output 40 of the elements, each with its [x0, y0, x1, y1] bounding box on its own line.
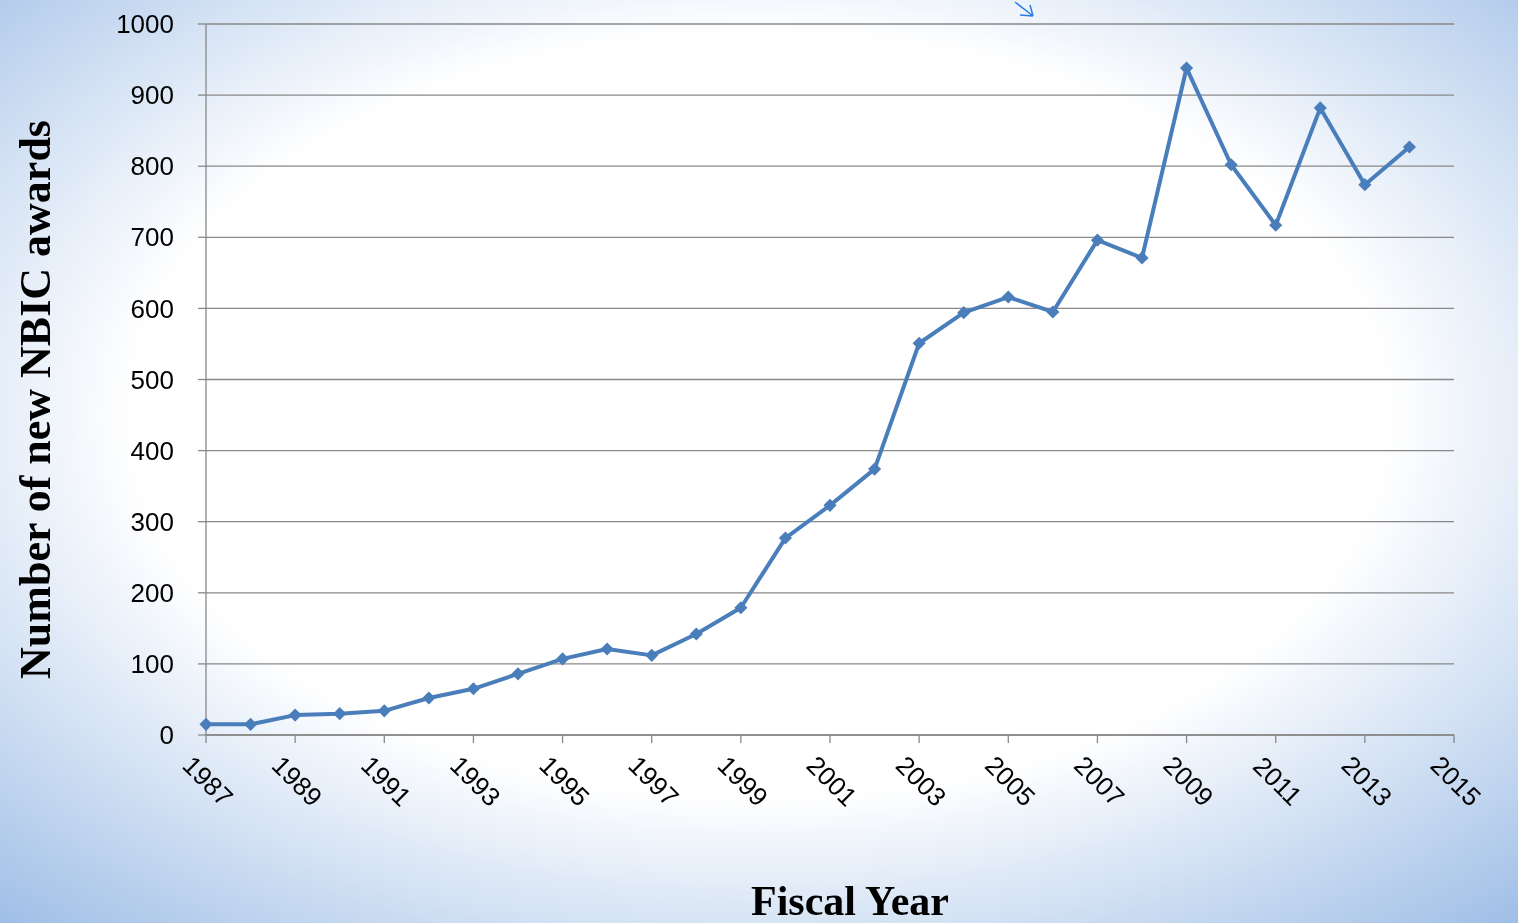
x-axis-title: Fiscal Year	[751, 878, 949, 923]
point	[689, 627, 703, 641]
point	[1313, 101, 1327, 115]
point	[422, 691, 436, 705]
y-tick-label: 900	[130, 80, 174, 111]
point	[1090, 233, 1104, 247]
y-tick-label: 300	[130, 506, 174, 537]
point	[288, 708, 302, 722]
y-axis-title: Number of new NBIC awards	[11, 120, 60, 679]
point	[1224, 158, 1238, 172]
y-tick-label: 600	[130, 293, 174, 324]
point	[1269, 218, 1283, 232]
y-tick-label: 800	[130, 151, 174, 182]
point	[823, 498, 837, 512]
point	[199, 717, 213, 731]
point	[377, 704, 391, 718]
y-tick-label: 400	[130, 435, 174, 466]
y-tick-label: 500	[130, 364, 174, 395]
y-tick-label: 1000	[116, 9, 174, 40]
point	[1135, 251, 1149, 265]
point	[912, 336, 926, 350]
point	[511, 667, 525, 681]
point	[244, 717, 258, 731]
point	[556, 652, 570, 666]
point	[734, 601, 748, 615]
y-tick-label: 200	[130, 577, 174, 608]
point	[333, 707, 347, 721]
y-tick-label: 0	[159, 720, 174, 751]
point	[1001, 290, 1015, 304]
point	[1358, 178, 1372, 192]
point	[957, 306, 971, 320]
point	[466, 682, 480, 696]
point	[600, 642, 614, 656]
point	[645, 648, 659, 662]
point	[868, 462, 882, 476]
point	[1402, 140, 1416, 154]
y-tick-label: 700	[130, 222, 174, 253]
point	[1046, 305, 1060, 319]
y-tick-label: 100	[130, 649, 174, 679]
point	[778, 531, 792, 545]
